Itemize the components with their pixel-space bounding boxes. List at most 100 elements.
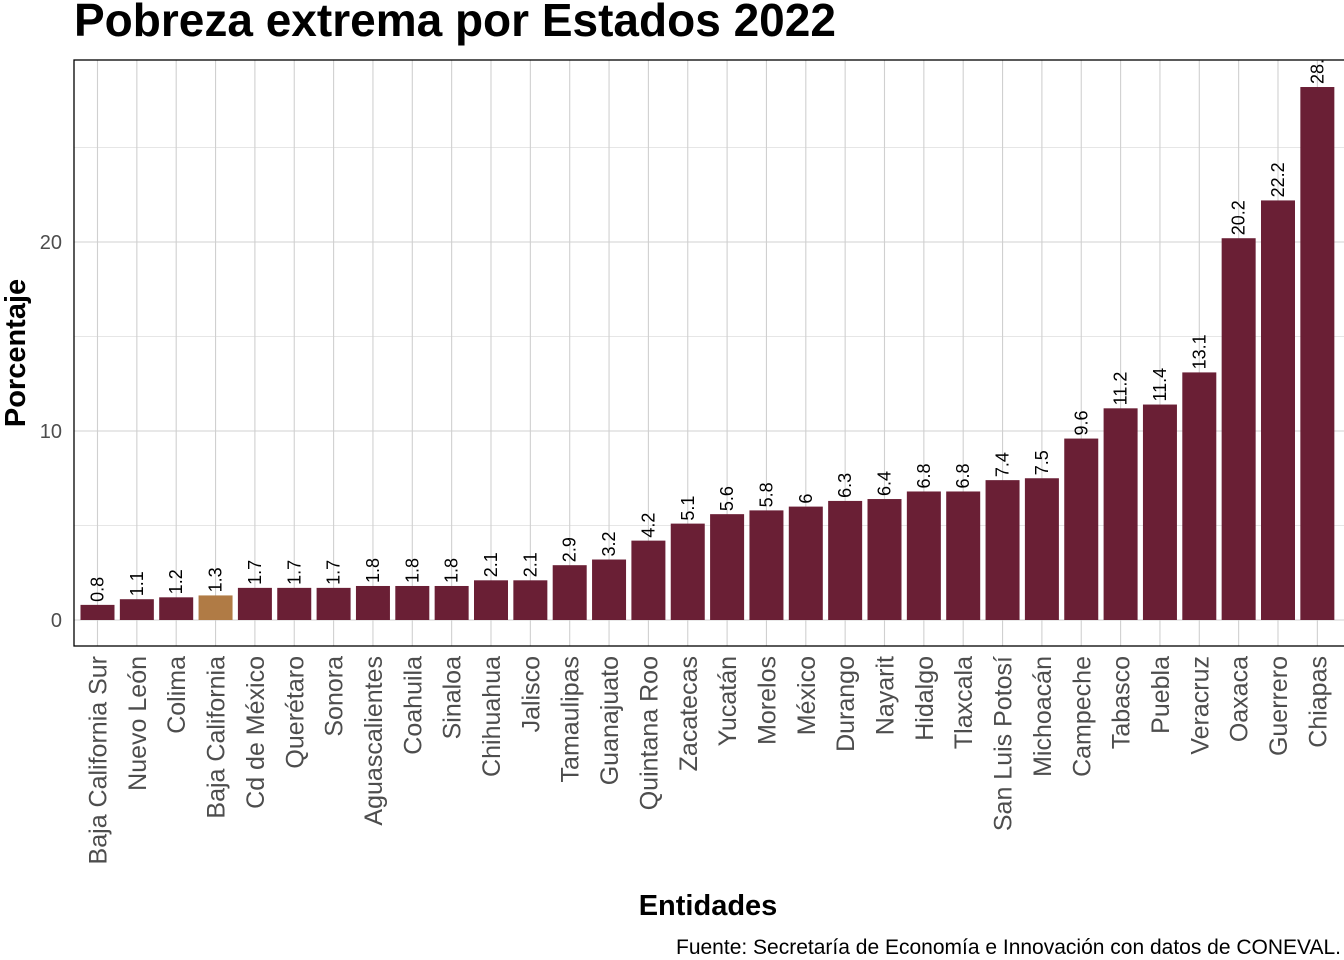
x-tick-label: Querétaro: [281, 656, 309, 769]
bar: [1142, 404, 1177, 620]
bar: [355, 585, 390, 620]
x-tick-label: Tamaulipas: [557, 656, 585, 782]
bar: [1024, 478, 1059, 620]
panel-border: [73, 59, 1344, 647]
bar: [513, 580, 548, 620]
data-label: 5.6: [717, 486, 737, 511]
x-tick-label: Baja California Sur: [85, 656, 113, 864]
bar: [1182, 372, 1217, 620]
x-tick-label: Sinaloa: [439, 656, 467, 739]
data-label: 3.2: [599, 531, 619, 556]
data-label: 7.4: [993, 452, 1013, 477]
bar: [670, 523, 705, 620]
x-tick-label: Veracruz: [1186, 656, 1214, 755]
data-label: 11.2: [1111, 372, 1131, 406]
x-tick-label: Puebla: [1147, 656, 1175, 734]
data-label: 1.7: [324, 560, 344, 585]
x-tick-label: Durango: [832, 656, 860, 752]
x-tick-label: Chihuahua: [478, 656, 506, 777]
data-label: 22.2: [1268, 162, 1288, 197]
data-label: 0.8: [88, 577, 108, 602]
bar: [434, 585, 469, 620]
bar: [710, 514, 745, 620]
x-tick-label: Colima: [163, 656, 191, 734]
bar: [316, 587, 351, 620]
bar: [749, 510, 784, 620]
data-label: 2.1: [481, 552, 501, 577]
data-label: 6.4: [875, 471, 895, 496]
bar: [119, 599, 154, 620]
y-tick-label: 10: [40, 421, 62, 443]
x-tick-label: México: [793, 656, 821, 735]
x-tick-label: San Luis Potosí: [990, 656, 1018, 831]
bar: [198, 595, 233, 620]
x-tick-label: Morelos: [753, 656, 781, 745]
data-label: 2.9: [560, 537, 580, 562]
bars: [80, 87, 1335, 621]
x-tick-label: Guerrero: [1265, 656, 1293, 756]
bar: [1103, 408, 1138, 620]
x-tick-label: Tlaxcala: [950, 656, 978, 749]
bar: [592, 559, 627, 620]
data-label: 1.7: [245, 560, 265, 585]
x-tick-label: Campeche: [1068, 656, 1096, 777]
bar: [828, 500, 863, 620]
bar: [788, 506, 823, 620]
chart-caption: Fuente: Secretaría de Economía e Innovac…: [676, 936, 1341, 959]
bar: [395, 585, 430, 620]
chart-title: Pobreza extrema por Estados 2022: [74, 0, 836, 46]
data-label: 9.6: [1071, 411, 1091, 436]
data-label: 13.1: [1189, 334, 1209, 369]
bar: [159, 597, 194, 620]
data-label: 1.7: [284, 560, 304, 585]
bar: [237, 587, 272, 620]
data-label: 1.8: [363, 558, 383, 583]
y-tick-label: 0: [51, 610, 62, 632]
y-tick-label: 20: [40, 232, 62, 254]
data-label: 6.3: [835, 473, 855, 498]
data-label: 2.1: [520, 552, 540, 577]
data-label: 6.8: [953, 463, 973, 488]
bar: [946, 491, 981, 620]
x-axis-ticks: Baja California Sur Nuevo León Colima Baja …: [85, 656, 1333, 865]
data-label: 7.5: [1032, 450, 1052, 475]
data-label: 11.4: [1150, 368, 1170, 402]
x-tick-label: Nayarit: [872, 656, 900, 735]
data-labels: 0.8 1.1 1.2 1.3 1.7 1.7 1.7 1.8 1.8 1.8 2.1 2.1 2.9 3…: [88, 59, 1328, 602]
data-label: 1.8: [442, 558, 462, 583]
bar: [1221, 238, 1256, 620]
bar: [1300, 87, 1335, 620]
data-label: 5.1: [678, 496, 698, 521]
data-label: 1.1: [127, 571, 147, 596]
x-tick-label: Baja California: [203, 656, 231, 819]
data-label: 20.2: [1229, 200, 1249, 235]
x-tick-label: Oaxaca: [1226, 656, 1254, 742]
data-label: 6: [796, 494, 816, 504]
y-axis-title: Porcentaje: [0, 279, 32, 427]
bar: [906, 491, 941, 620]
data-label: 6.8: [914, 463, 934, 488]
x-tick-label: Sonora: [321, 656, 349, 737]
bar: [631, 540, 666, 620]
x-tick-label: Chiapas: [1304, 656, 1332, 748]
data-label: 1.3: [206, 567, 226, 592]
bar: [474, 580, 508, 620]
bar: [1064, 438, 1099, 620]
bar: [1261, 200, 1295, 621]
x-tick-label: Coahuila: [399, 656, 427, 755]
bar: [985, 480, 1020, 620]
bar: [277, 587, 312, 620]
x-tick-label: Cd de México: [242, 656, 270, 809]
x-tick-label: Jalisco: [517, 656, 545, 732]
data-label: 1.2: [166, 569, 186, 594]
data-label: 5.8: [756, 482, 776, 507]
x-tick-label: Yucatán: [714, 656, 742, 746]
data-label: 1.8: [402, 558, 422, 583]
x-tick-label: Guanajuato: [596, 656, 624, 785]
x-axis-title: Entidades: [639, 890, 778, 922]
x-tick-label: Michoacán: [1029, 656, 1057, 777]
bar: [552, 565, 587, 620]
data-label: 4.2: [638, 513, 658, 538]
x-tick-label: Nuevo León: [124, 656, 152, 791]
